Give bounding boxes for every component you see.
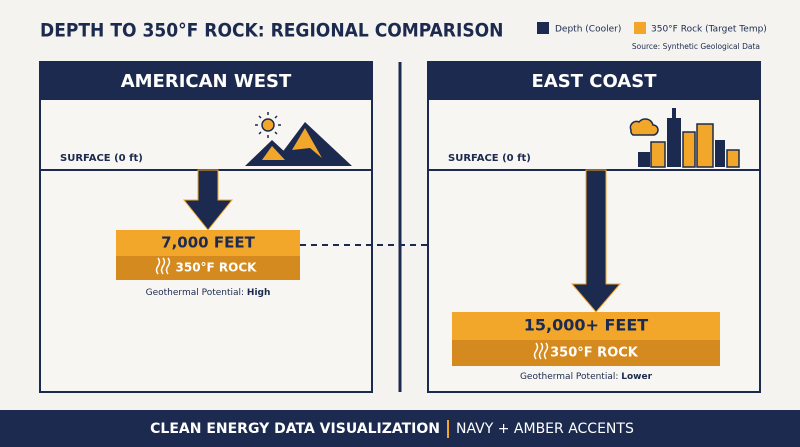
surface-label: SURFACE (0 ft) [448, 153, 531, 164]
depth-box [452, 312, 720, 340]
potential-label: Geothermal Potential: [146, 288, 244, 298]
depth-arrow [570, 169, 622, 313]
panel-east: EAST COAST SURFACE (0 ft) 15,000+ FEET 3… [427, 61, 761, 393]
rock-box [452, 340, 720, 366]
city-icon [629, 108, 740, 168]
depth-label: 7,000 FEET [161, 234, 255, 252]
heat-icon [533, 342, 549, 360]
footer-right: NAVY + AMBER ACCENTS [456, 421, 634, 437]
footer [0, 410, 800, 447]
depth-box [116, 230, 300, 256]
panel-title: EAST COAST [532, 71, 658, 92]
panel-header [40, 62, 372, 100]
potential: Geothermal Potential: Lower [520, 372, 653, 382]
panel-title: AMERICAN WEST [121, 71, 292, 92]
legend-label: Depth (Cooler) [555, 25, 621, 35]
rock-label: 350°F ROCK [176, 261, 258, 275]
legend-swatch [634, 22, 646, 34]
potential-label: Geothermal Potential: [520, 372, 618, 382]
surface-label: SURFACE (0 ft) [60, 153, 143, 164]
panel-west: AMERICAN WEST SURFACE (0 ft) 7,000 FEET … [39, 61, 373, 393]
rock-box [116, 256, 300, 280]
legend-label: 350°F Rock (Target Temp) [651, 25, 767, 35]
potential: Geothermal Potential: High [146, 288, 271, 298]
mountain-icon [245, 112, 352, 166]
potential-value: Lower [621, 372, 652, 382]
source: Source: Synthetic Geological Data [632, 42, 760, 51]
rock-label: 350°F ROCK [550, 346, 639, 361]
depth-arrow [182, 169, 234, 231]
depth-label: 15,000+ FEET [524, 316, 649, 335]
heat-icon [155, 257, 171, 275]
footer-left: CLEAN ENERGY DATA VISUALIZATION [150, 421, 440, 437]
title: DEPTH TO 350°F ROCK: REGIONAL COMPARISON [40, 20, 503, 42]
potential-value: High [247, 288, 270, 298]
panel-header [428, 62, 760, 100]
legend-swatch [537, 22, 549, 34]
